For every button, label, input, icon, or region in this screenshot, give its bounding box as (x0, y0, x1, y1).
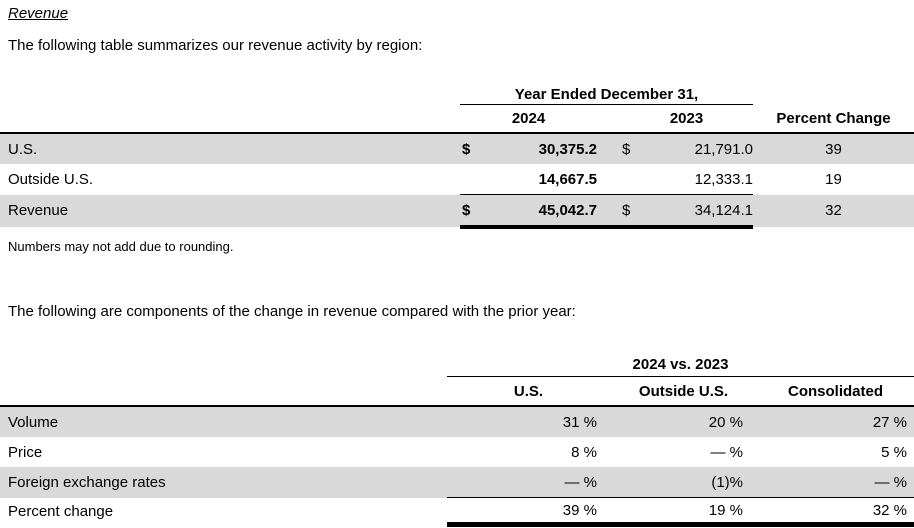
currency-symbol-2023: $ (620, 133, 640, 164)
section-title: Revenue (8, 5, 69, 22)
consolidated-value: 32 % (757, 497, 914, 527)
column-header-outside-us: Outside U.S. (610, 376, 757, 407)
us-value: — % (447, 467, 610, 498)
row-label: U.S. (0, 133, 460, 164)
revenue-change-components-table: 2024 vs. 2023 U.S. Outside U.S. Consolid… (0, 353, 914, 527)
row-label: Outside U.S. (8, 170, 94, 188)
spacer-cell (597, 164, 620, 195)
revenue-by-region-table: Year Ended December 31, 2024 2023 Percen… (0, 84, 914, 229)
value-2024: 14,667.5 (480, 164, 597, 195)
currency-symbol-2024: $ (460, 133, 480, 164)
group-header-year-ended: Year Ended December 31, (460, 84, 753, 105)
us-value: 39 % (447, 497, 610, 527)
components-table-intro: The following are components of the chan… (8, 303, 576, 320)
column-header-2024: 2024 (460, 104, 597, 134)
group-header-row: 2024 vs. 2023 (0, 353, 914, 377)
percent-change-value: 32 (753, 194, 914, 227)
spacer-cell (0, 84, 460, 105)
rounding-footnote: Numbers may not add due to rounding. (8, 239, 234, 254)
spacer-cell (597, 194, 620, 229)
row-label: Foreign exchange rates (0, 467, 447, 498)
column-header-percent-change: Percent Change (753, 104, 914, 134)
value-2024: 30,375.2 (480, 133, 597, 164)
table-row-price: Price 8 % — % 5 % (0, 437, 914, 467)
column-header-consolidated: Consolidated (757, 376, 914, 407)
row-label: Revenue (0, 194, 460, 227)
currency-symbol-2024: $ (460, 194, 480, 229)
spacer-cell (0, 104, 460, 134)
spacer-cell (597, 104, 620, 134)
table-row-revenue-total: Revenue $ 45,042.7 $ 34,124.1 32 (0, 194, 914, 229)
percent-change-value: 39 (753, 133, 914, 164)
percent-change-value: 19 (825, 170, 842, 188)
spacer-cell (0, 353, 447, 377)
consolidated-value: — % (757, 467, 914, 498)
table-row-us: U.S. $ 30,375.2 $ 21,791.0 39 (0, 133, 914, 164)
value-2023: 12,333.1 (640, 164, 753, 195)
currency-symbol-2023 (620, 164, 640, 195)
row-label: Price (8, 443, 43, 461)
currency-symbol-2024 (460, 164, 480, 195)
table-row-outside-us: Outside U.S. 14,667.5 12,333.1 19 (0, 164, 914, 195)
table-row-percent-change-total: Percent change 39 % 19 % 32 % (0, 497, 914, 527)
row-label: Percent change (8, 502, 114, 520)
us-value: 31 % (447, 406, 610, 437)
revenue-table-intro: The following table summarizes our reven… (8, 37, 423, 54)
spacer-cell (597, 133, 620, 164)
value-2023: 34,124.1 (640, 194, 753, 229)
column-header-row: 2024 2023 Percent Change (0, 104, 914, 134)
outside-us-value: 19 % (610, 497, 757, 527)
column-header-2023: 2023 (620, 104, 753, 134)
value-2023: 21,791.0 (640, 133, 753, 164)
spacer-cell (753, 84, 914, 105)
outside-us-value: (1)% (610, 467, 757, 498)
table-row-foreign-exchange: Foreign exchange rates — % (1)% — % (0, 467, 914, 498)
outside-us-value: 20 % (610, 406, 757, 437)
column-header-us: U.S. (447, 376, 610, 407)
spacer-cell (0, 376, 447, 407)
consolidated-value: 27 % (757, 406, 914, 437)
group-header-2024-vs-2023: 2024 vs. 2023 (447, 353, 914, 377)
us-value: 8 % (571, 443, 597, 461)
column-header-row: U.S. Outside U.S. Consolidated (0, 376, 914, 407)
group-header-row: Year Ended December 31, (0, 84, 914, 105)
outside-us-value: — % (710, 443, 743, 461)
row-label: Volume (0, 406, 447, 437)
currency-symbol-2023: $ (620, 194, 640, 229)
value-2024: 45,042.7 (480, 194, 597, 229)
consolidated-value: 5 % (881, 443, 908, 461)
table-row-volume: Volume 31 % 20 % 27 % (0, 406, 914, 437)
